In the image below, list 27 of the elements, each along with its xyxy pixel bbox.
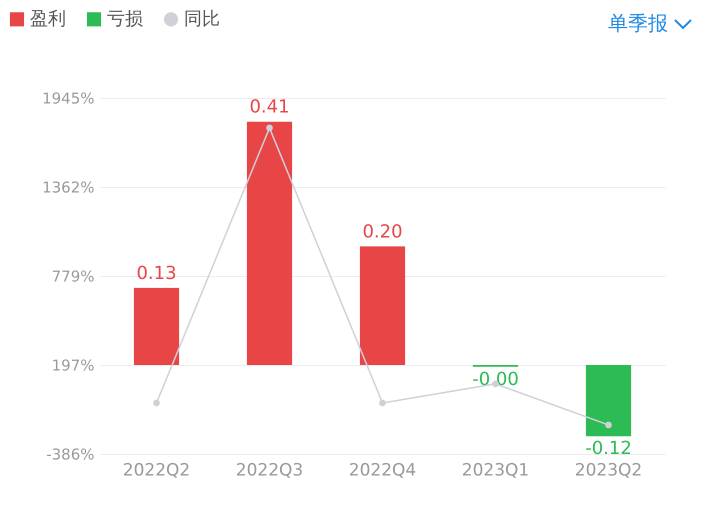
x-tick-label: 2022Q3 <box>236 460 304 480</box>
y-tick-label: 1362% <box>42 178 94 197</box>
bar <box>360 246 406 365</box>
x-tick-label: 2022Q2 <box>122 460 190 480</box>
legend-label: 亏损 <box>107 8 143 30</box>
point <box>605 422 612 428</box>
data-label: -0.00 <box>472 368 519 390</box>
point <box>379 400 386 406</box>
bar <box>134 288 180 365</box>
legend-label: 同比 <box>184 8 220 30</box>
data-label: 0.13 <box>136 262 177 284</box>
x-tick-label: 2023Q1 <box>462 460 530 480</box>
data-label: 0.20 <box>362 221 403 242</box>
y-tick-label: 779% <box>52 268 94 286</box>
bar <box>246 122 292 365</box>
x-tick-label: 2023Q2 <box>574 460 642 480</box>
x-tick-label: 2022Q4 <box>348 460 416 480</box>
y-tick-label: 1945% <box>42 90 94 108</box>
y-tick-label: -386% <box>46 446 94 464</box>
text: 单季报 <box>608 10 668 37</box>
point <box>266 124 273 132</box>
data-label: -0.12 <box>585 438 632 460</box>
bar <box>586 365 632 436</box>
point <box>153 400 160 406</box>
data-label: 0.41 <box>249 96 290 118</box>
y-tick-label: 197% <box>52 356 94 374</box>
legend-label: 盈利 <box>30 8 66 30</box>
